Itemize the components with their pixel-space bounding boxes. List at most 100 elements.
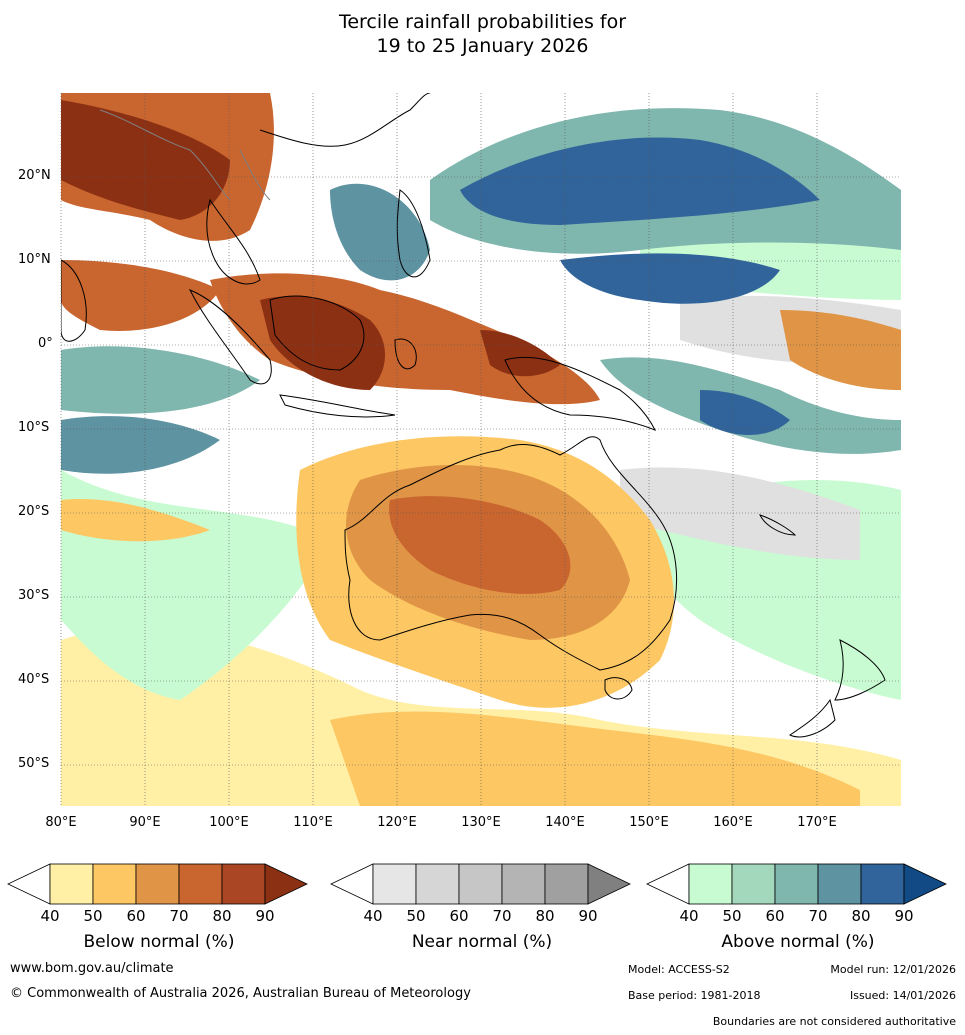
colorbar-above-high-arrow bbox=[903, 863, 947, 905]
colorbar-above-segment bbox=[731, 863, 776, 905]
lon-label-120e: 120°E bbox=[377, 815, 417, 830]
lat-label-10n: 10°N bbox=[18, 252, 51, 267]
website-link[interactable]: www.bom.gov.au/climate bbox=[10, 961, 174, 976]
lon-label-130e: 130°E bbox=[461, 815, 501, 830]
colorbar-above-segments bbox=[646, 863, 947, 905]
map-svg bbox=[60, 93, 901, 806]
border-line-1 bbox=[99, 109, 231, 201]
colorbar-below-tick-label: 60 bbox=[126, 907, 145, 925]
colorbar-above-segment bbox=[860, 863, 905, 905]
colorbar-above-svg: 40 50 60 70 80 90 bbox=[646, 863, 947, 925]
colorbar-above-tick-label: 90 bbox=[894, 907, 913, 925]
new-guinea-coast bbox=[504, 356, 657, 431]
colorbar-above-title: Above normal (%) bbox=[721, 932, 875, 952]
colorbar-above-segment bbox=[774, 863, 819, 905]
title-line-2: 19 to 25 January 2026 bbox=[376, 35, 589, 57]
australia-coast bbox=[344, 436, 677, 671]
colorbar-above-tick-label: 70 bbox=[808, 907, 827, 925]
issued-text: Issued: 14/01/2026 bbox=[849, 989, 956, 1002]
lat-label-20n: 20°N bbox=[18, 168, 51, 183]
colorbar-below-ticks: 40 50 60 70 80 90 bbox=[40, 907, 274, 925]
colorbar-above-tick-label: 60 bbox=[765, 907, 784, 925]
lon-label-90e: 90°E bbox=[129, 815, 161, 830]
sulawesi-coast bbox=[394, 338, 417, 370]
borders bbox=[99, 109, 271, 201]
colorbar-above-ticks: 40 50 60 70 80 90 bbox=[679, 907, 913, 925]
colorbar-below-tick-label: 40 bbox=[40, 907, 59, 925]
colorbar-below-tick-label: 80 bbox=[212, 907, 231, 925]
lat-label-50s: 50°S bbox=[18, 756, 50, 771]
model-text: Model: ACCESS-S2 bbox=[628, 963, 730, 976]
lat-label-10s: 10°S bbox=[18, 420, 50, 435]
colorbar-near-high-arrow bbox=[587, 863, 631, 905]
model-run-text: Model run: 12/01/2026 bbox=[830, 963, 956, 976]
base-period-text: Base period: 1981-2018 bbox=[628, 989, 761, 1002]
colorbar-below-tick-label: 70 bbox=[169, 907, 188, 925]
coastlines bbox=[61, 93, 886, 738]
colorbar-below-segment bbox=[92, 863, 137, 905]
lon-label-160e: 160°E bbox=[713, 815, 753, 830]
colorbar-near-ticks: 40 50 60 70 80 90 bbox=[363, 907, 597, 925]
colorbar-near-segments bbox=[330, 863, 631, 905]
colorbar-above-segment bbox=[688, 863, 733, 905]
colorbar-near-tick-label: 50 bbox=[406, 907, 425, 925]
probability-map: 20°N 10°N 0° 10°S 20°S 30°S 40°S 50°S 80… bbox=[18, 93, 901, 830]
lon-label-100e: 100°E bbox=[209, 815, 249, 830]
colorbar-near-segment bbox=[501, 863, 546, 905]
colorbar-below-segment bbox=[135, 863, 180, 905]
colorbar-below-high-arrow bbox=[264, 863, 308, 905]
india-coast bbox=[61, 259, 87, 342]
colorbar-below-segment bbox=[221, 863, 266, 905]
chart-title: Tercile rainfall probabilities for 19 to… bbox=[0, 10, 965, 58]
colorbar-near-low-arrow bbox=[330, 863, 374, 905]
border-line-2 bbox=[239, 149, 271, 201]
colorbar-near-segment bbox=[372, 863, 417, 905]
copyright-text: © Commonwealth of Australia 2026, Austra… bbox=[10, 986, 471, 1001]
lon-label-170e: 170°E bbox=[797, 815, 837, 830]
indochina-coast bbox=[206, 198, 261, 285]
nz-north-coast bbox=[834, 639, 886, 701]
sumatra-coast bbox=[188, 289, 272, 385]
colorbar-below-title: Below normal (%) bbox=[83, 932, 235, 952]
colorbar-near-tick-label: 70 bbox=[492, 907, 511, 925]
colorbar-near-tick-label: 80 bbox=[535, 907, 554, 925]
borneo-coast bbox=[269, 295, 365, 371]
colorbar-below-segments bbox=[7, 863, 308, 905]
colorbar-above-low-arrow bbox=[646, 863, 690, 905]
colorbar-below-low-arrow bbox=[7, 863, 51, 905]
colorbar-above-tick-label: 80 bbox=[851, 907, 870, 925]
gridlines bbox=[60, 93, 901, 806]
colorbar-above-tick-label: 40 bbox=[679, 907, 698, 925]
java-coast bbox=[279, 394, 396, 418]
colorbar-near-segment bbox=[458, 863, 503, 905]
colorbar-above-tick-label: 50 bbox=[722, 907, 741, 925]
colorbar-below-segment bbox=[49, 863, 94, 905]
title-line-1: Tercile rainfall probabilities for bbox=[338, 11, 627, 33]
nz-south-coast bbox=[789, 698, 836, 738]
colorbar-near-tick-label: 60 bbox=[449, 907, 468, 925]
colorbar-near: 40 50 60 70 80 90 bbox=[330, 862, 633, 932]
colorbar-near-segment bbox=[544, 863, 589, 905]
colorbar-below: 40 50 60 70 80 90 bbox=[7, 862, 310, 932]
lat-label-20s: 20°S bbox=[18, 504, 50, 519]
colorbar-near-tick-label: 40 bbox=[363, 907, 382, 925]
philippines-coast bbox=[396, 189, 431, 278]
colorbar-near-title: Near normal (%) bbox=[411, 932, 553, 952]
lon-label-80e: 80°E bbox=[45, 815, 77, 830]
colorbar-below-tick-label: 90 bbox=[255, 907, 274, 925]
colorbar-above-segment bbox=[817, 863, 862, 905]
colorbar-near-segment bbox=[415, 863, 460, 905]
china-coast bbox=[259, 93, 431, 147]
colorbar-below-tick-label: 50 bbox=[83, 907, 102, 925]
lon-label-150e: 150°E bbox=[629, 815, 669, 830]
tasmania-coast bbox=[604, 677, 633, 700]
disclaimer-text: Boundaries are not considered authoritat… bbox=[712, 1015, 956, 1028]
lat-label-equator: 0° bbox=[38, 336, 53, 351]
colorbar-above: 40 50 60 70 80 90 bbox=[646, 862, 949, 932]
lat-label-30s: 30°S bbox=[18, 588, 50, 603]
new-caledonia-coast bbox=[759, 514, 797, 536]
lat-label-40s: 40°S bbox=[18, 672, 50, 687]
colorbar-below-svg: 40 50 60 70 80 90 bbox=[7, 863, 308, 925]
lon-label-140e: 140°E bbox=[545, 815, 585, 830]
lon-label-110e: 110°E bbox=[293, 815, 333, 830]
